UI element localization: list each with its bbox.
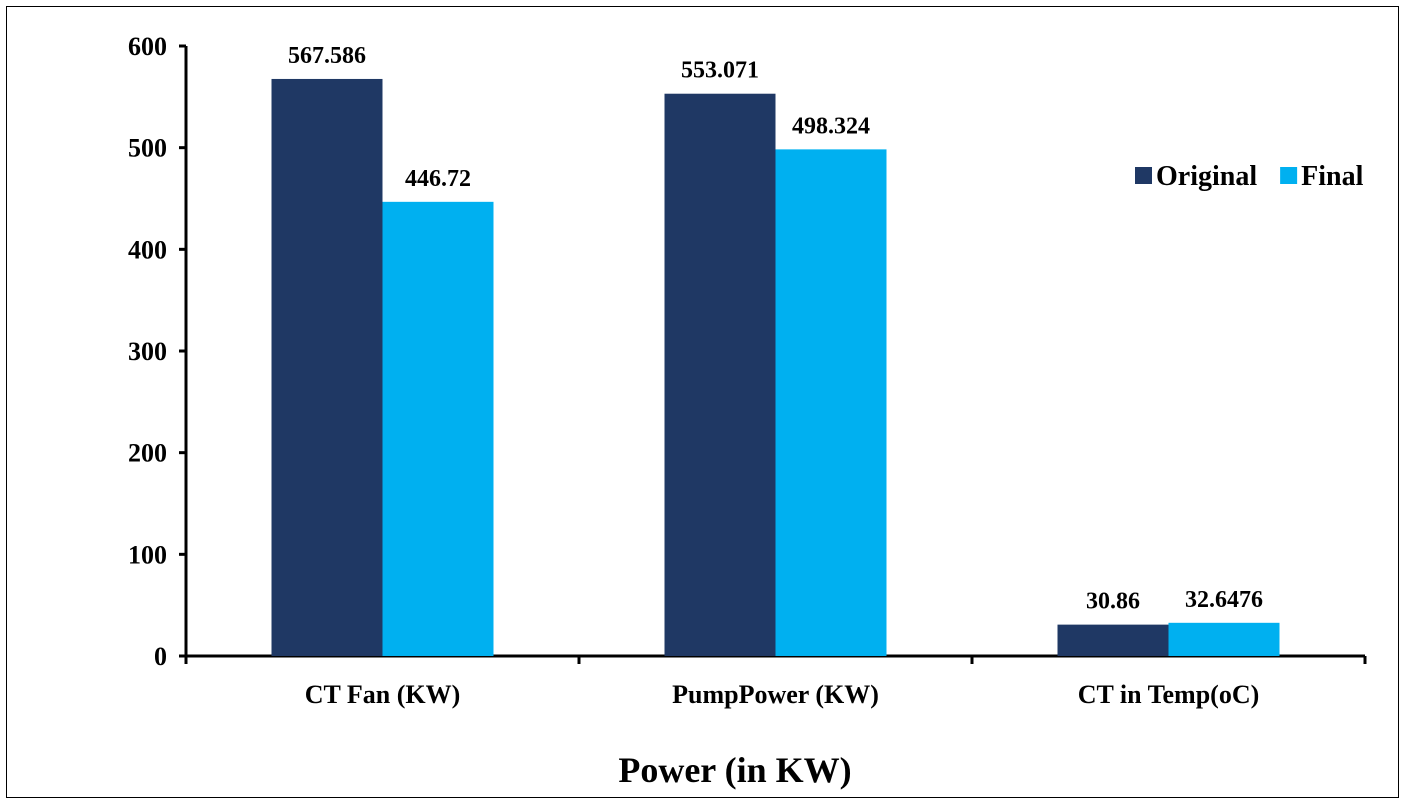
y-tick-label: 200 <box>128 439 167 468</box>
x-tick-label: CT in Temp(oC) <box>1078 680 1260 709</box>
legend-label-final: Final <box>1301 161 1363 192</box>
legend-label-original: Original <box>1156 161 1257 192</box>
legend-swatch-original <box>1135 167 1152 184</box>
x-tick-label: PumpPower (KW) <box>672 680 879 709</box>
data-label: 446.72 <box>405 166 471 192</box>
bar-final <box>383 202 494 656</box>
bar-final <box>1169 623 1280 656</box>
x-axis: CT Fan (KW) PumpPower (KW) CT in Temp(oC) <box>186 656 1365 709</box>
y-tick-label: 100 <box>128 540 167 569</box>
data-label: 30.86 <box>1086 589 1140 615</box>
y-tick-label: 600 <box>128 32 167 61</box>
y-tick-label: 300 <box>128 337 167 366</box>
x-axis-title: Power (in KW) <box>618 750 851 790</box>
bar-original <box>272 79 383 656</box>
legend: Original Final <box>1135 161 1364 192</box>
data-label: 498.324 <box>792 113 870 139</box>
x-tick-label: CT Fan (KW) <box>305 680 461 709</box>
bar-original <box>665 94 776 656</box>
data-label: 567.586 <box>288 43 366 69</box>
data-label: 553.071 <box>681 58 759 84</box>
y-tick-label: 400 <box>128 235 167 264</box>
y-axis: 0 100 200 300 400 500 600 <box>128 32 186 671</box>
legend-swatch-final <box>1280 167 1297 184</box>
bar-final <box>776 149 887 656</box>
y-tick-label: 500 <box>128 134 167 163</box>
y-tick-label: 0 <box>154 642 167 671</box>
data-label: 32.6476 <box>1185 587 1263 613</box>
bar-original <box>1058 625 1169 656</box>
